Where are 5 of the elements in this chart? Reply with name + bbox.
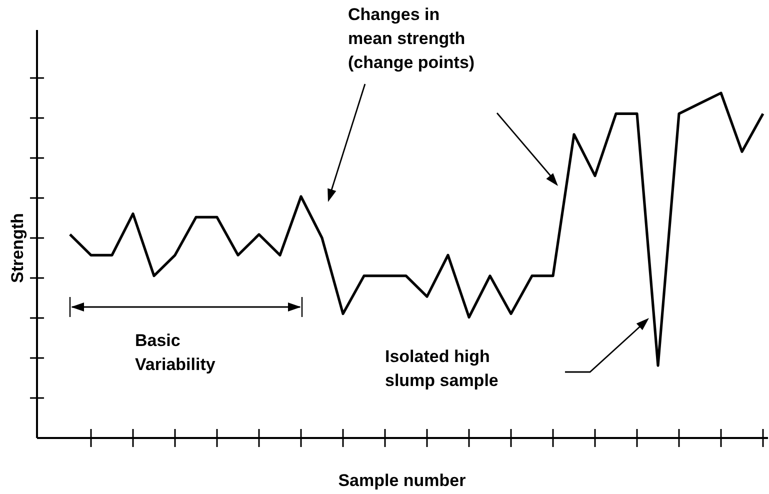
annotation: Isolated high slump sample [385, 347, 498, 390]
annotation: Basic Variability [135, 331, 216, 374]
x-axis-title: Sample number [338, 471, 466, 490]
text: Changes in mean strength (change points) [348, 5, 475, 72]
y-axis-title: Strength [8, 213, 27, 283]
